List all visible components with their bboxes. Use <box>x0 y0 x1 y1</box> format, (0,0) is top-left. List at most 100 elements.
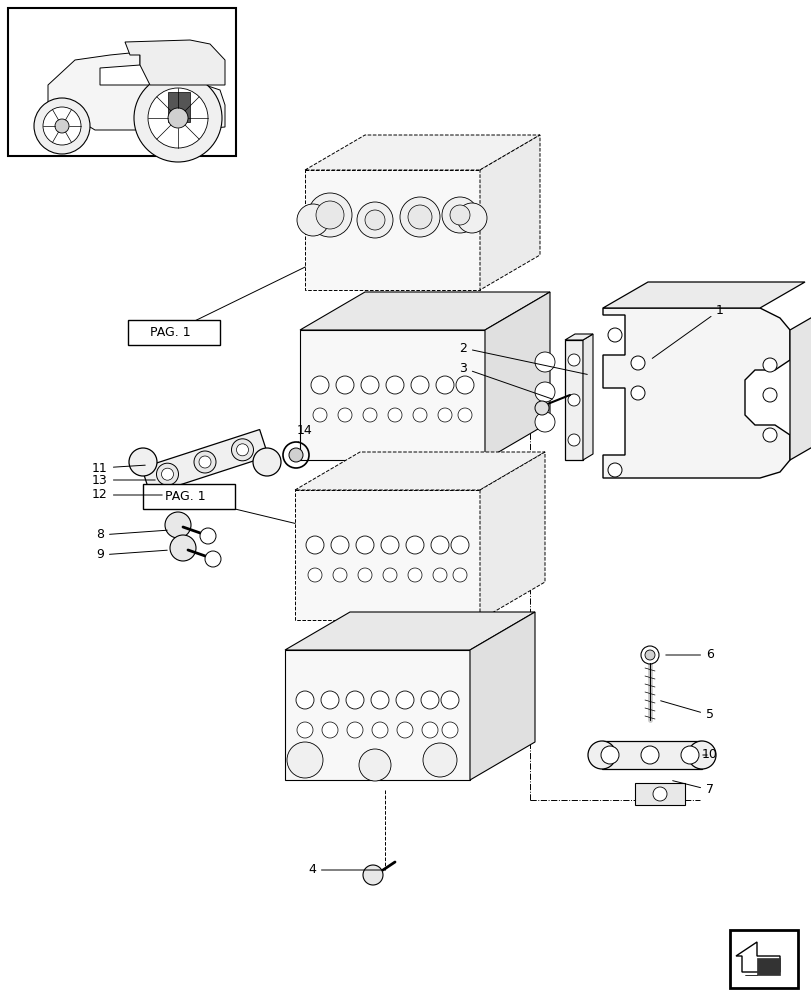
Circle shape <box>396 691 414 709</box>
Text: 14: 14 <box>297 424 312 443</box>
Circle shape <box>380 536 398 554</box>
Bar <box>168 92 190 122</box>
Circle shape <box>315 201 344 229</box>
Circle shape <box>355 536 374 554</box>
Circle shape <box>568 394 579 406</box>
Circle shape <box>307 193 351 237</box>
Circle shape <box>640 646 659 664</box>
Bar <box>8 8 236 156</box>
Polygon shape <box>305 135 539 170</box>
Text: 8: 8 <box>96 528 167 542</box>
Circle shape <box>55 119 69 133</box>
Polygon shape <box>285 612 534 650</box>
Circle shape <box>312 408 327 422</box>
Circle shape <box>289 448 303 462</box>
Polygon shape <box>294 490 479 620</box>
Circle shape <box>383 568 397 582</box>
Circle shape <box>449 205 470 225</box>
Circle shape <box>420 691 439 709</box>
Circle shape <box>422 722 437 738</box>
Circle shape <box>253 448 281 476</box>
Polygon shape <box>294 452 544 490</box>
Circle shape <box>231 439 253 461</box>
Text: PAG. 1: PAG. 1 <box>149 326 190 340</box>
Circle shape <box>236 444 248 456</box>
Circle shape <box>453 568 466 582</box>
Polygon shape <box>564 340 582 460</box>
Circle shape <box>568 434 579 446</box>
Circle shape <box>762 358 776 372</box>
Circle shape <box>161 468 174 480</box>
Circle shape <box>600 746 618 764</box>
Polygon shape <box>299 330 484 460</box>
Circle shape <box>407 205 431 229</box>
Polygon shape <box>125 40 225 85</box>
Circle shape <box>450 536 469 554</box>
Polygon shape <box>484 292 549 460</box>
Circle shape <box>311 376 328 394</box>
Circle shape <box>437 408 452 422</box>
Circle shape <box>129 448 157 476</box>
Polygon shape <box>582 334 592 460</box>
Circle shape <box>534 401 548 415</box>
Circle shape <box>457 408 471 422</box>
Text: 5: 5 <box>660 701 713 722</box>
Circle shape <box>333 568 346 582</box>
Circle shape <box>157 463 178 485</box>
Polygon shape <box>601 741 702 769</box>
Circle shape <box>410 376 428 394</box>
Circle shape <box>168 108 188 128</box>
Text: 1: 1 <box>651 304 723 358</box>
Text: 7: 7 <box>672 781 713 796</box>
Circle shape <box>297 204 328 236</box>
Circle shape <box>762 428 776 442</box>
Polygon shape <box>789 304 811 460</box>
Circle shape <box>385 376 404 394</box>
Circle shape <box>337 408 351 422</box>
Circle shape <box>441 722 457 738</box>
Polygon shape <box>470 612 534 780</box>
Bar <box>143 484 234 509</box>
Polygon shape <box>285 650 470 780</box>
Text: 12: 12 <box>92 488 162 502</box>
Polygon shape <box>603 282 804 308</box>
Circle shape <box>194 451 216 473</box>
Circle shape <box>652 787 666 801</box>
Circle shape <box>630 356 644 370</box>
Circle shape <box>423 743 457 777</box>
Circle shape <box>457 203 487 233</box>
Text: 13: 13 <box>92 474 155 487</box>
Circle shape <box>413 408 427 422</box>
Circle shape <box>331 536 349 554</box>
Polygon shape <box>735 942 779 972</box>
Circle shape <box>169 535 195 561</box>
Circle shape <box>534 412 554 432</box>
Circle shape <box>762 388 776 402</box>
Bar <box>128 320 220 345</box>
Polygon shape <box>479 452 544 620</box>
Text: 10: 10 <box>702 748 717 762</box>
Circle shape <box>644 650 654 660</box>
Circle shape <box>365 210 384 230</box>
Circle shape <box>345 691 363 709</box>
Circle shape <box>607 463 621 477</box>
Circle shape <box>432 568 446 582</box>
Circle shape <box>534 382 554 402</box>
Circle shape <box>441 197 478 233</box>
Circle shape <box>436 376 453 394</box>
Text: 11: 11 <box>92 462 145 475</box>
Polygon shape <box>564 334 592 340</box>
Circle shape <box>43 107 81 145</box>
Bar <box>634 783 684 805</box>
Text: 2: 2 <box>458 342 586 374</box>
Polygon shape <box>299 292 549 330</box>
Polygon shape <box>603 308 789 478</box>
Circle shape <box>456 376 474 394</box>
Circle shape <box>306 536 324 554</box>
Circle shape <box>148 88 208 148</box>
Circle shape <box>371 722 388 738</box>
Circle shape <box>431 536 448 554</box>
Polygon shape <box>479 135 539 290</box>
Text: 3: 3 <box>458 361 551 399</box>
Circle shape <box>388 408 401 422</box>
